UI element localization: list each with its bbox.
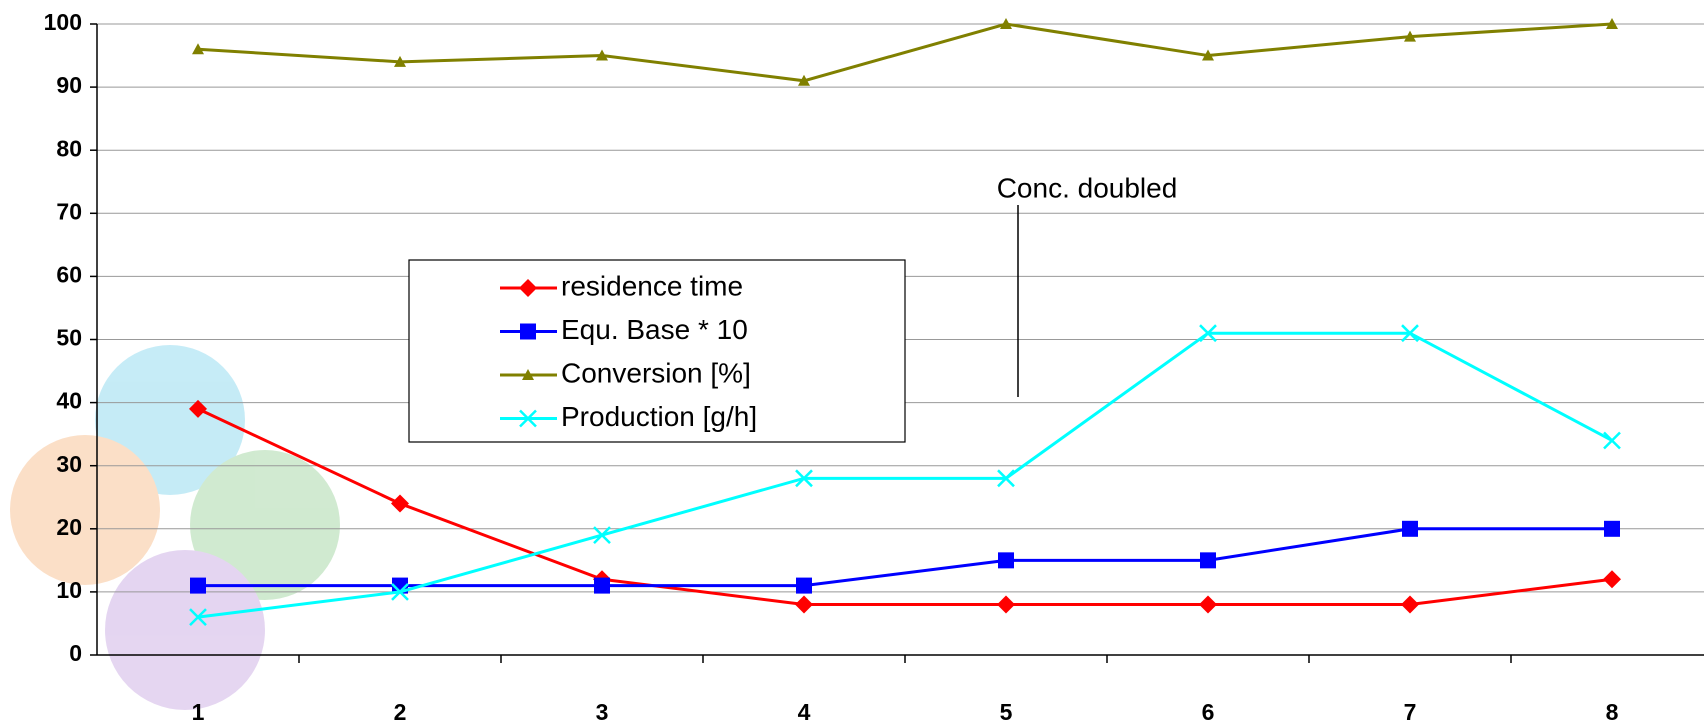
y-tick-label: 100 [44, 9, 82, 35]
y-tick-label: 0 [69, 640, 82, 666]
marker [998, 552, 1014, 568]
marker [997, 596, 1015, 614]
y-tick-label: 70 [56, 198, 82, 224]
series-line [198, 529, 1612, 586]
y-tick-label: 90 [56, 72, 82, 98]
marker [391, 495, 409, 513]
y-tick-label: 40 [56, 388, 82, 414]
marker [795, 596, 813, 614]
annotation: Conc. doubled [997, 172, 1178, 203]
marker [1604, 432, 1620, 448]
x-tick-label: 6 [1202, 699, 1215, 725]
y-tick-label: 80 [56, 135, 82, 161]
y-tick-label: 10 [56, 577, 82, 603]
marker [1604, 521, 1620, 537]
x-tick-label: 7 [1404, 699, 1417, 725]
x-tick-label: 4 [798, 699, 811, 725]
series-line [198, 24, 1612, 81]
legend-label: Production [g/h] [561, 401, 757, 432]
chart: Conc. doubled residence time Equ. Base * … [0, 0, 1704, 727]
marker [594, 527, 610, 543]
marker [594, 578, 610, 594]
marker [520, 324, 536, 340]
legend-label: Conversion [%] [561, 357, 751, 388]
marker [1200, 552, 1216, 568]
marker [796, 578, 812, 594]
y-tick-label: 50 [56, 325, 82, 351]
y-tick-label: 20 [56, 514, 82, 540]
marker [1401, 596, 1419, 614]
x-tick-label: 1 [192, 699, 205, 725]
marker [1199, 596, 1217, 614]
x-tick-label: 2 [394, 699, 407, 725]
y-tick-label: 30 [56, 451, 82, 477]
legend-label: residence time [561, 270, 743, 301]
x-tick-label: 3 [596, 699, 609, 725]
marker [190, 578, 206, 594]
legend-label: Equ. Base * 10 [561, 314, 748, 345]
y-tick-label: 60 [56, 261, 82, 287]
marker [1603, 570, 1621, 588]
x-tick-label: 8 [1606, 699, 1619, 725]
marker [1402, 521, 1418, 537]
x-tick-label: 5 [1000, 699, 1013, 725]
